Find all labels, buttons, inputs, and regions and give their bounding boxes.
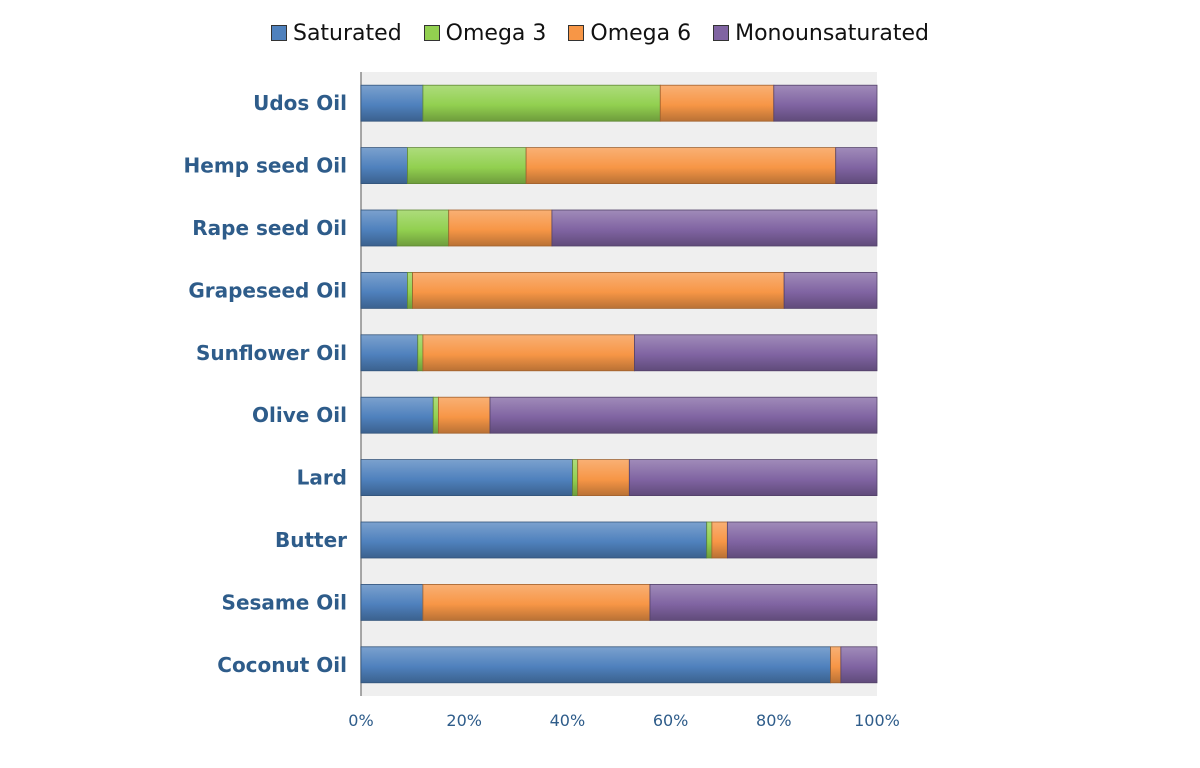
x-tick-label: 0% [348, 711, 373, 730]
x-tick-label: 40% [550, 711, 586, 730]
bar-omega-3-butter [706, 521, 713, 559]
bar-monounsaturated-udos-oil [773, 84, 878, 122]
bar-monounsaturated-coconut-oil [840, 646, 878, 684]
bar-omega-6-sunflower-oil [422, 334, 635, 372]
x-tick-label: 80% [756, 711, 792, 730]
bar-omega-6-coconut-oil [830, 646, 842, 684]
bar-monounsaturated-hemp-seed-oil [835, 147, 878, 185]
bar-saturated-coconut-oil [360, 646, 831, 684]
bar-saturated-udos-oil [360, 84, 424, 122]
bar-omega-3-sunflower-oil [417, 334, 424, 372]
bar-omega-3-grapeseed-oil [407, 271, 414, 309]
bar-monounsaturated-sunflower-oil [634, 334, 878, 372]
bar-omega-6-butter [711, 521, 728, 559]
bar-saturated-hemp-seed-oil [360, 147, 408, 185]
bar-monounsaturated-rape-seed-oil [551, 209, 878, 247]
bar-omega-3-hemp-seed-oil [407, 147, 527, 185]
bar-omega-6-rape-seed-oil [448, 209, 553, 247]
category-label: Udos Oil [253, 91, 347, 115]
bar-monounsaturated-lard [628, 459, 878, 497]
bar-monounsaturated-olive-oil [489, 396, 878, 434]
bar-saturated-rape-seed-oil [360, 209, 398, 247]
category-label: Sunflower Oil [196, 341, 347, 365]
category-label: Grapeseed Oil [188, 278, 347, 302]
legend-item: Monounsaturated [713, 21, 929, 46]
bar-omega-3-olive-oil [432, 396, 439, 434]
bar-omega-6-olive-oil [437, 396, 491, 434]
legend-swatch [568, 25, 585, 41]
legend-label: Omega 6 [590, 20, 692, 46]
bar-monounsaturated-butter [726, 521, 878, 559]
category-label: Rape seed Oil [192, 216, 347, 240]
bar-saturated-butter [360, 521, 708, 559]
legend: Saturated Omega 3 Omega 6 Monounsaturated [0, 18, 1200, 48]
bar-omega-3-lard [572, 459, 579, 497]
x-tick-label: 60% [653, 711, 689, 730]
bar-omega-6-lard [577, 459, 630, 497]
bar-omega-6-grapeseed-oil [412, 271, 785, 309]
bar-omega-3-rape-seed-oil [396, 209, 450, 247]
category-label: Sesame Oil [222, 590, 347, 614]
bar-omega-3-udos-oil [422, 84, 661, 122]
legend-label: Omega 3 [445, 20, 547, 46]
legend-label: Monounsaturated [735, 20, 929, 46]
category-label: Hemp seed Oil [184, 154, 347, 178]
category-label: Butter [275, 528, 347, 552]
bar-omega-6-udos-oil [659, 84, 775, 122]
bar-monounsaturated-grapeseed-oil [783, 271, 878, 309]
legend-swatch [270, 25, 287, 41]
bar-saturated-sunflower-oil [360, 334, 419, 372]
legend-swatch [423, 25, 440, 41]
category-label: Coconut Oil [217, 653, 347, 677]
legend-item: Omega 3 [423, 20, 547, 46]
bar-saturated-grapeseed-oil [360, 271, 408, 309]
legend-label: Saturated [292, 20, 402, 46]
legend-item: Omega 6 [568, 21, 691, 46]
bar-saturated-sesame-oil [360, 584, 424, 621]
x-tick-label: 100% [854, 711, 900, 730]
bar-omega-6-hemp-seed-oil [525, 147, 837, 185]
category-label: Olive Oil [252, 403, 347, 427]
bar-saturated-lard [360, 459, 573, 497]
category-label: Lard [297, 466, 347, 490]
legend-swatch [713, 25, 730, 41]
bar-monounsaturated-sesame-oil [649, 584, 878, 621]
x-tick-label: 20% [446, 711, 482, 730]
bar-omega-6-sesame-oil [422, 584, 651, 621]
legend-item: Saturated [270, 20, 402, 46]
bar-saturated-olive-oil [360, 396, 434, 434]
